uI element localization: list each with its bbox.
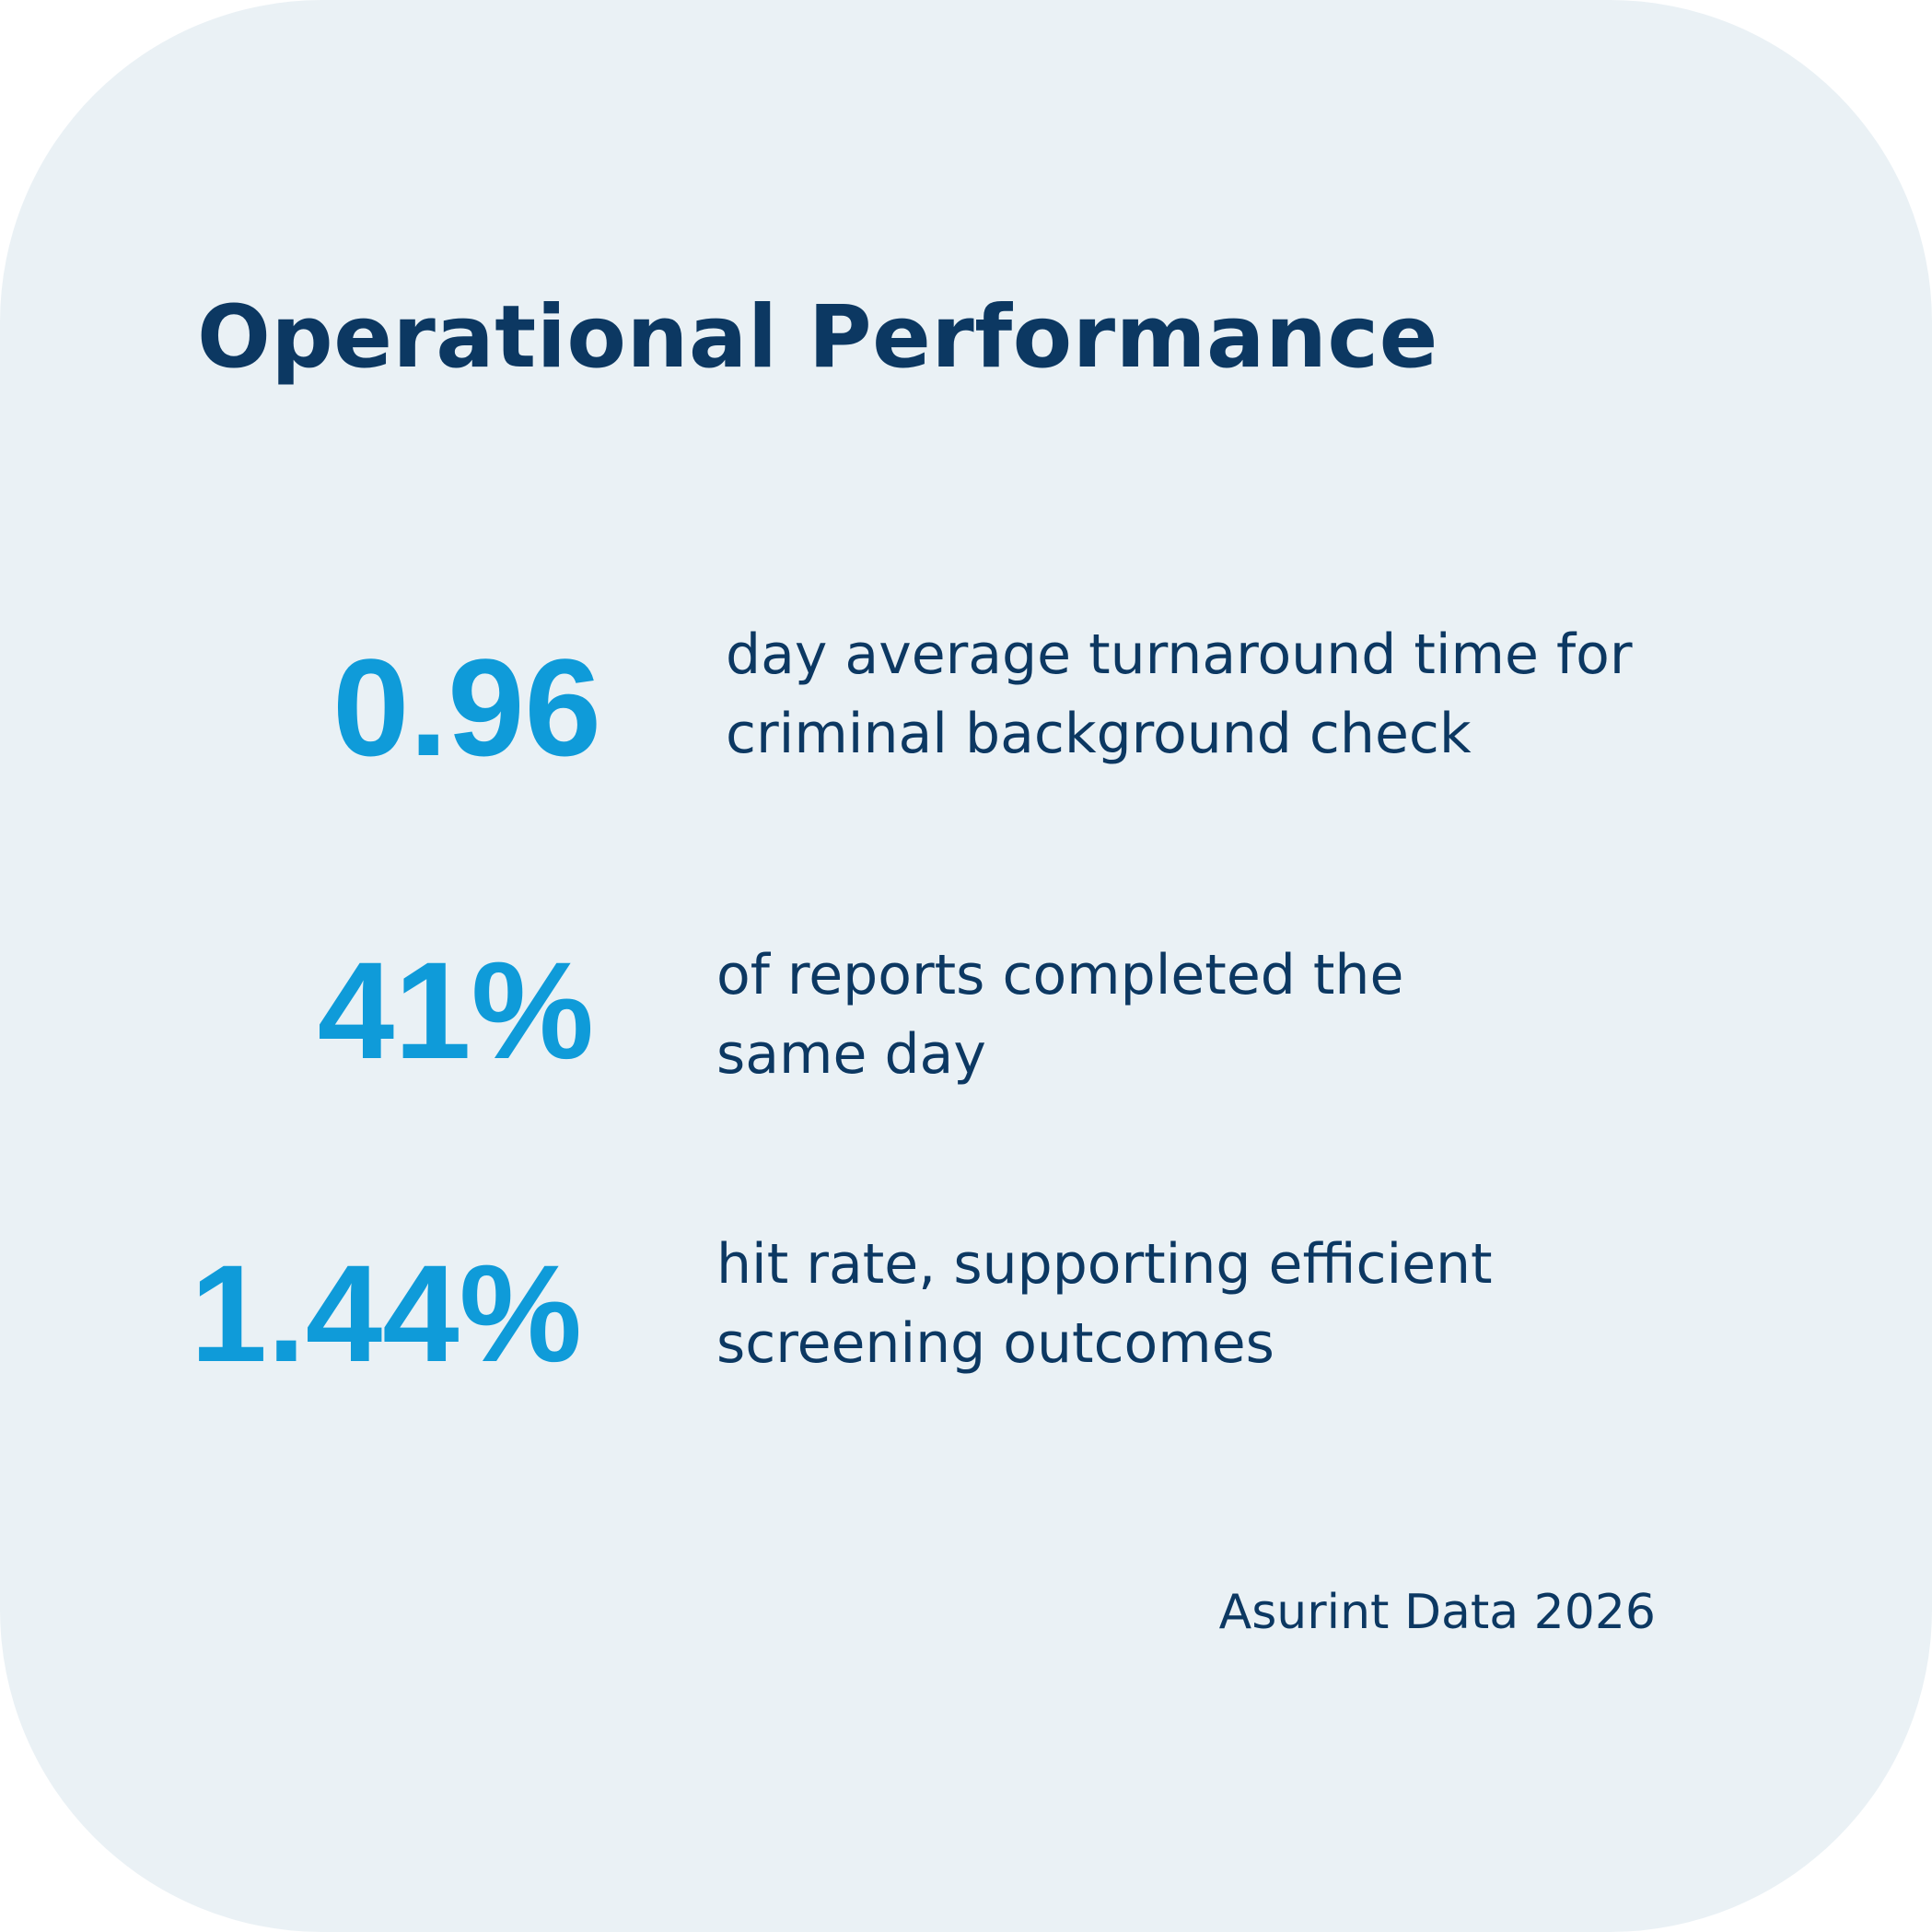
stat-value-same-day: 41% <box>317 933 594 1088</box>
stat-description-line: of reports completed the <box>716 943 1404 1007</box>
source-note: Asurint Data 2026 <box>1218 1585 1656 1640</box>
stat-value-hit-rate: 1.44% <box>190 1236 582 1391</box>
stat-value-turnaround: 0.96 <box>332 630 601 785</box>
stat-description-line: day average turnaround time for <box>726 623 1633 687</box>
stat-description-line: criminal background check <box>726 702 1472 766</box>
stat-description-turnaround: day average turnaround time for criminal… <box>726 615 1633 774</box>
card-title: Operational Performance <box>197 287 1438 388</box>
stat-description-hit-rate: hit rate, supporting efficient screening… <box>716 1225 1493 1383</box>
stat-description-line: same day <box>716 1022 986 1087</box>
stat-description-line: hit rate, supporting efficient <box>716 1232 1493 1297</box>
stat-description-line: screening outcomes <box>716 1311 1274 1376</box>
stat-description-same-day: of reports completed the same day <box>716 936 1403 1094</box>
